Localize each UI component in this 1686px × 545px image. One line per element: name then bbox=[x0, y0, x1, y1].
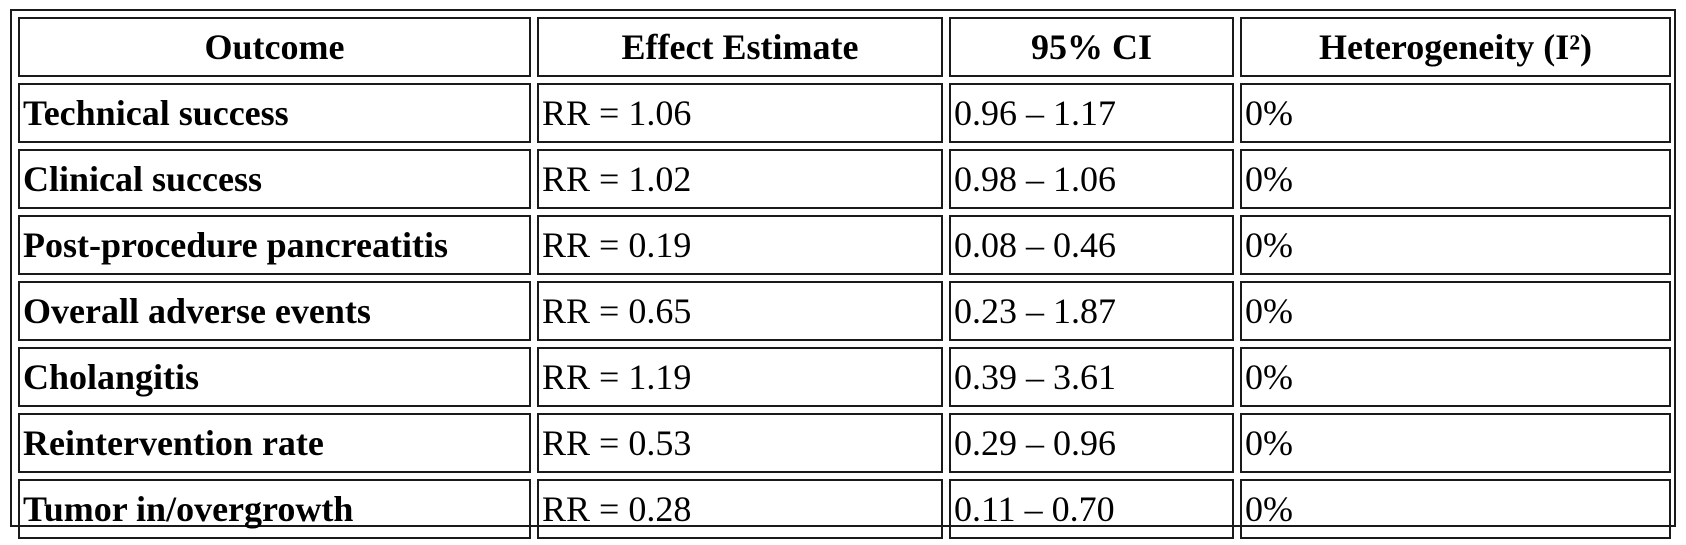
heterogeneity-cell: 0% bbox=[1240, 413, 1671, 473]
header-heterogeneity: Heterogeneity (I²) bbox=[1240, 17, 1671, 77]
outcome-cell: Reintervention rate bbox=[18, 413, 531, 473]
header-row: Outcome Effect Estimate 95% CI Heterogen… bbox=[18, 17, 1671, 77]
ci-cell: 0.11 – 0.70 bbox=[949, 479, 1234, 539]
effect-cell: RR = 1.02 bbox=[537, 149, 943, 209]
outcome-cell: Overall adverse events bbox=[18, 281, 531, 341]
table-row: Reintervention rate RR = 0.53 0.29 – 0.9… bbox=[18, 413, 1671, 473]
results-table: Outcome Effect Estimate 95% CI Heterogen… bbox=[12, 11, 1677, 545]
table-row: Tumor in/overgrowth RR = 0.28 0.11 – 0.7… bbox=[18, 479, 1671, 539]
table-row: Cholangitis RR = 1.19 0.39 – 3.61 0% bbox=[18, 347, 1671, 407]
heterogeneity-cell: 0% bbox=[1240, 347, 1671, 407]
outcome-cell: Clinical success bbox=[18, 149, 531, 209]
ci-cell: 0.29 – 0.96 bbox=[949, 413, 1234, 473]
effect-cell: RR = 0.28 bbox=[537, 479, 943, 539]
effect-cell: RR = 0.19 bbox=[537, 215, 943, 275]
table-row: Clinical success RR = 1.02 0.98 – 1.06 0… bbox=[18, 149, 1671, 209]
header-effect-estimate: Effect Estimate bbox=[537, 17, 943, 77]
effect-cell: RR = 0.65 bbox=[537, 281, 943, 341]
ci-cell: 0.96 – 1.17 bbox=[949, 83, 1234, 143]
heterogeneity-cell: 0% bbox=[1240, 149, 1671, 209]
outcome-cell: Cholangitis bbox=[18, 347, 531, 407]
ci-cell: 0.98 – 1.06 bbox=[949, 149, 1234, 209]
outcome-cell: Tumor in/overgrowth bbox=[18, 479, 531, 539]
ci-cell: 0.08 – 0.46 bbox=[949, 215, 1234, 275]
results-table-frame: Outcome Effect Estimate 95% CI Heterogen… bbox=[10, 9, 1676, 539]
effect-cell: RR = 1.06 bbox=[537, 83, 943, 143]
effect-cell: RR = 1.19 bbox=[537, 347, 943, 407]
outcome-cell: Post-procedure pancreatitis bbox=[18, 215, 531, 275]
table-row: Post-procedure pancreatitis RR = 0.19 0.… bbox=[18, 215, 1671, 275]
heterogeneity-cell: 0% bbox=[1240, 215, 1671, 275]
table-row: Overall adverse events RR = 0.65 0.23 – … bbox=[18, 281, 1671, 341]
header-95-ci: 95% CI bbox=[949, 17, 1234, 77]
effect-cell: RR = 0.53 bbox=[537, 413, 943, 473]
heterogeneity-cell: 0% bbox=[1240, 281, 1671, 341]
heterogeneity-cell: 0% bbox=[1240, 479, 1671, 539]
table-row: Technical success RR = 1.06 0.96 – 1.17 … bbox=[18, 83, 1671, 143]
outcome-cell: Technical success bbox=[18, 83, 531, 143]
ci-cell: 0.23 – 1.87 bbox=[949, 281, 1234, 341]
heterogeneity-cell: 0% bbox=[1240, 83, 1671, 143]
header-outcome: Outcome bbox=[18, 17, 531, 77]
ci-cell: 0.39 – 3.61 bbox=[949, 347, 1234, 407]
